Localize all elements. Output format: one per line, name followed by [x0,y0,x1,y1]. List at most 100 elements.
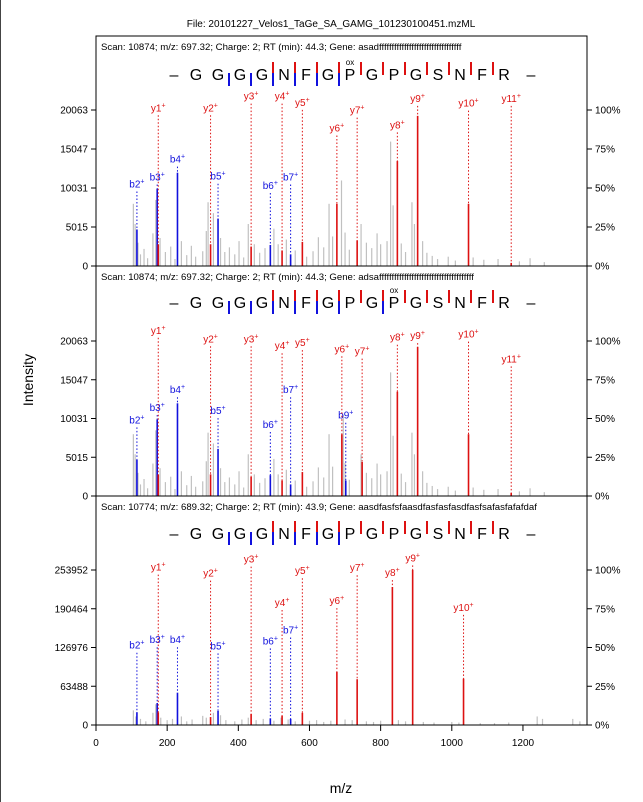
ion-label-y4: y4+ [275,91,290,103]
sequence-residue: G [234,295,246,312]
x-tick-label: 1000 [441,738,464,749]
pct-tick-label: 0% [595,262,610,273]
pct-tick-label: 50% [595,414,615,425]
sequence-residue: P [345,295,356,312]
sequence-residue: P [389,295,400,312]
sequence-residue: P [345,526,356,543]
modification-label: ox [390,286,398,295]
sequence-residue: R [498,526,510,543]
ion-label-b6: b6+ [263,180,278,192]
ion-label-y9: y9+ [410,93,425,105]
ion-label-b3: b3+ [150,402,165,414]
sequence-residue: G [410,295,422,312]
pct-tick-label: 50% [595,184,615,195]
sequence-c-term: – [527,526,536,543]
pct-tick-label: 75% [595,145,615,156]
sequence-residue: G [190,67,202,84]
sequence-residue: N [278,67,290,84]
spectrum-panel-1: Scan: 10874; m/z: 697.32; Charge: 2; RT … [60,35,621,273]
ion-label-b6: b6+ [263,635,278,647]
sequence-residue: R [498,295,510,312]
ion-label-y1: y1+ [151,562,166,574]
x-tick-label: 200 [159,738,176,749]
ion-label-y6: y6+ [335,343,350,355]
ion-label-y5: y5+ [295,565,310,577]
sequence-residue: G [322,295,334,312]
y-tick-label: 0 [82,721,88,732]
ion-label-y10: y10+ [458,329,478,341]
x-tick-label: 800 [372,738,389,749]
sequence-residue: G [256,526,268,543]
ion-label-y10: y10+ [453,602,473,614]
sequence-residue: G [366,526,378,543]
ion-label-b7: b7+ [283,171,298,183]
x-tick-label: 1200 [512,738,535,749]
y-tick-label: 20063 [60,337,88,348]
ion-label-y6: y6+ [330,122,345,134]
ion-label-y1: y1+ [151,325,166,337]
ion-label-b2: b2+ [129,178,144,190]
sequence-residue: N [278,526,290,543]
sequence-c-term: – [527,295,536,312]
y-tick-label: 10031 [60,184,88,195]
sequence-residue: G [234,67,246,84]
y-tick-label: 63488 [60,682,88,693]
modification-label: ox [346,58,354,67]
sequence-residue: P [389,526,400,543]
ion-label-y2: y2+ [203,568,218,580]
y-tick-label: 10031 [60,414,88,425]
pct-tick-label: 50% [595,643,615,654]
ion-label-y7: y7+ [350,105,365,117]
sequence-residue: N [454,67,466,84]
pct-tick-label: 25% [595,223,615,234]
ion-label-y8: y8+ [385,567,400,579]
pct-tick-label: 25% [595,682,615,693]
ion-label-y2: y2+ [203,333,218,345]
sequence-residue: G [256,295,268,312]
ion-label-y1: y1+ [151,102,166,114]
ion-label-y11: y11+ [501,353,520,365]
sequence-residue: P [389,67,400,84]
pct-tick-label: 100% [595,337,621,348]
pct-tick-label: 100% [595,106,621,117]
pct-tick-label: 0% [595,492,610,503]
ion-label-y9: y9+ [405,552,420,564]
spectrum-panel-2: Scan: 10874; m/z: 697.32; Charge: 2; RT … [60,265,621,503]
sequence-residue: P [345,67,356,84]
frame-left-edge [0,0,1,802]
sequence-residue: R [498,67,510,84]
sequence-residue: F [301,295,311,312]
ion-label-y7: y7+ [350,562,365,574]
ion-label-y10: y10+ [458,98,478,110]
ion-label-b2: b2+ [129,640,144,652]
scan-label: Scan: 10874; m/z: 697.32; Charge: 2; RT … [101,42,462,53]
sequence-residue: F [301,526,311,543]
ion-label-b4: b4+ [170,634,185,646]
scan-label: Scan: 10774; m/z: 689.32; Charge: 2; RT … [101,502,537,513]
sequence-residue: S [433,526,444,543]
sequence-residue: S [433,295,444,312]
x-tick-label: 400 [230,738,247,749]
ion-label-b4: b4+ [170,154,185,166]
scan-label: Scan: 10874; m/z: 697.32; Charge: 2; RT … [101,272,474,283]
x-axis-label: m/z [330,780,353,796]
sequence-residue: G [366,67,378,84]
sequence-residue: G [212,67,224,84]
ion-label-y11: y11+ [501,93,520,105]
ion-label-y4: y4+ [275,597,290,609]
sequence-residue: N [278,295,290,312]
sequence-residue: G [190,526,202,543]
ion-label-b5: b5+ [210,640,225,652]
ion-label-b4: b4+ [170,384,185,396]
y-tick-label: 0 [82,492,88,503]
sequence-residue: G [234,526,246,543]
ion-label-y2: y2+ [203,102,218,114]
ion-label-b5: b5+ [210,171,225,183]
sequence-residue: F [477,67,487,84]
sequence-residue: N [454,526,466,543]
y-tick-label: 15047 [60,145,88,156]
x-tick-label: 600 [301,738,318,749]
sequence-residue: G [212,526,224,543]
ion-label-y3: y3+ [244,91,259,103]
